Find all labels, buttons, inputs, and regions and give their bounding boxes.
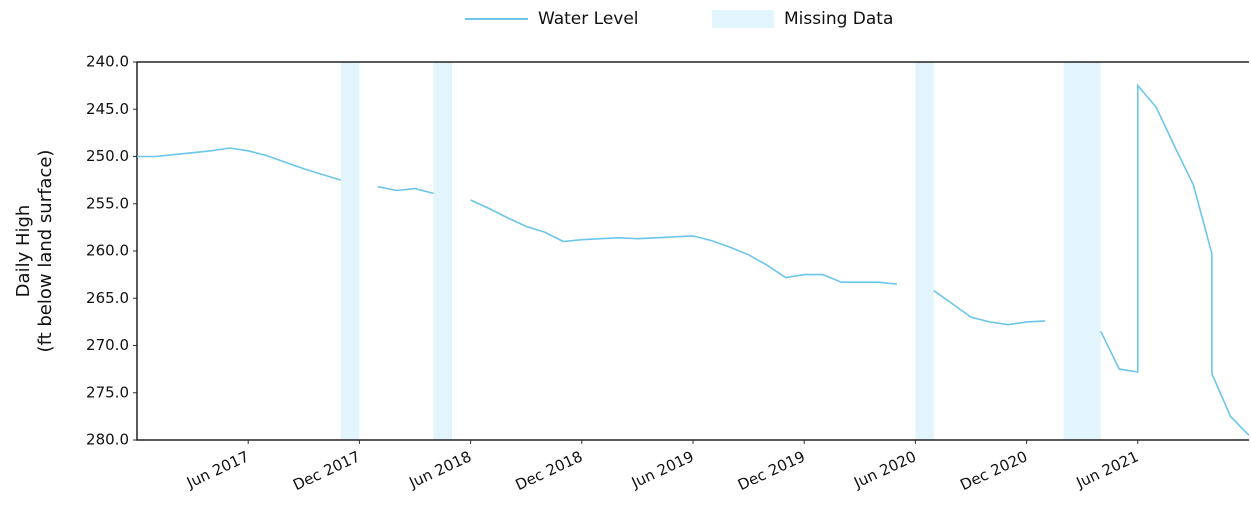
y-tick-label: 280.0	[86, 431, 129, 449]
y-tick-label: 240.0	[86, 53, 129, 71]
y-tick-label: 275.0	[86, 383, 129, 401]
x-tick-label: Jun 2021	[1073, 447, 1142, 492]
x-tick-label: Jun 2018	[406, 447, 475, 492]
missing-band	[433, 62, 453, 440]
x-tick-label: Dec 2018	[513, 447, 586, 494]
legend-label: Missing Data	[784, 9, 893, 29]
legend-swatch	[712, 10, 774, 28]
x-tick-label: Jun 2017	[183, 447, 252, 492]
y-axis-label: (ft below land surface)	[35, 150, 56, 353]
legend-label: Water Level	[538, 9, 639, 29]
y-tick-label: 245.0	[86, 100, 129, 118]
missing-band	[1063, 62, 1101, 440]
x-tick-label: Dec 2017	[290, 447, 363, 494]
y-tick-label: 255.0	[86, 194, 129, 212]
y-tick-label: 265.0	[86, 289, 129, 307]
axis-frame	[136, 61, 1249, 441]
x-tick-label: Jun 2019	[628, 447, 697, 492]
x-tick-label: Jun 2020	[850, 447, 919, 492]
x-tick-label: Dec 2019	[735, 447, 808, 494]
y-axis-label: Daily High	[13, 205, 34, 298]
missing-band	[915, 62, 934, 440]
y-tick-label: 270.0	[86, 336, 129, 354]
missing-band	[340, 62, 360, 440]
y-tick-label: 260.0	[86, 242, 129, 260]
x-tick-label: Dec 2020	[957, 447, 1030, 494]
y-tick-label: 250.0	[86, 147, 129, 165]
water-level-line	[137, 83, 1250, 436]
